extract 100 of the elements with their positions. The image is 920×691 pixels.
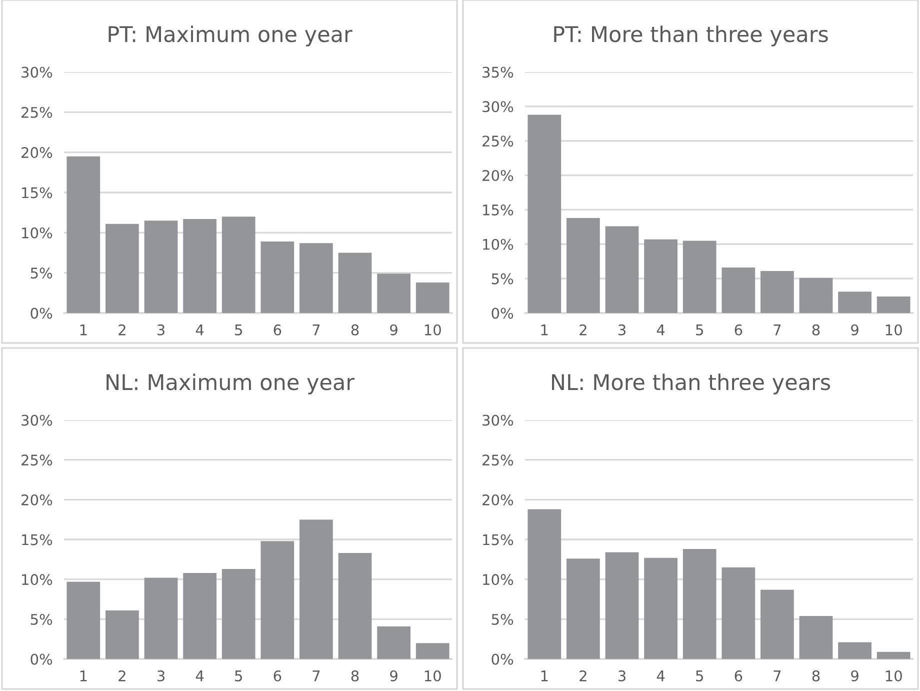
bar <box>682 240 716 313</box>
bar <box>338 553 372 659</box>
bar <box>722 567 756 659</box>
bar <box>300 243 333 313</box>
y-tick-label: 35% <box>482 66 514 78</box>
y-tick-label: 0% <box>30 654 52 665</box>
bar <box>682 549 716 659</box>
x-tick-label: 1 <box>80 324 87 336</box>
bar <box>760 270 794 313</box>
bar <box>416 282 450 313</box>
chart-title: PT: Maximum one year <box>108 26 352 46</box>
y-tick-label: 10% <box>22 574 52 586</box>
y-tick-label: 5% <box>492 273 514 284</box>
x-tick-label: 9 <box>390 670 398 682</box>
x-tick-label: 8 <box>812 324 820 336</box>
bar <box>838 642 872 659</box>
x-tick-label: 1 <box>541 670 548 682</box>
x-tick-label: 3 <box>618 670 626 682</box>
x-tick-label: 4 <box>656 670 665 682</box>
bar <box>144 578 178 659</box>
x-tick-label: 4 <box>196 670 204 682</box>
x-tick-label: 2 <box>580 324 586 336</box>
y-tick-label: 10% <box>483 574 514 586</box>
bar <box>377 626 410 659</box>
x-tick-label: 3 <box>618 324 626 336</box>
bar <box>260 242 294 313</box>
x-tick-label: 6 <box>274 670 282 682</box>
bar <box>528 509 562 659</box>
bar <box>644 239 678 313</box>
bar <box>222 216 256 313</box>
bar <box>338 252 372 313</box>
bar <box>260 541 294 659</box>
x-tick-label: 7 <box>312 324 320 336</box>
bar <box>799 278 833 313</box>
x-tick-label: 1 <box>80 670 87 682</box>
bar <box>876 652 910 659</box>
y-tick-label: 20% <box>22 147 52 158</box>
bar <box>799 616 833 659</box>
x-tick-label: 8 <box>351 670 359 682</box>
y-tick-label: 30% <box>482 414 514 426</box>
x-tick-label: 10 <box>886 670 902 682</box>
bar <box>377 274 410 313</box>
bar <box>605 552 639 659</box>
x-tick-label: 10 <box>424 670 441 682</box>
y-tick-label: 5% <box>30 268 52 279</box>
x-tick-label: 6 <box>734 324 742 336</box>
x-tick-label: 9 <box>851 670 858 682</box>
y-tick-label: 15% <box>22 187 52 198</box>
x-tick-label: 9 <box>390 324 398 336</box>
y-tick-label: 5% <box>30 614 52 625</box>
x-tick-label: 5 <box>696 670 703 682</box>
y-tick-label: 0% <box>30 308 52 319</box>
bar <box>183 572 216 659</box>
bar <box>66 582 100 659</box>
y-tick-label: 0% <box>492 308 514 319</box>
x-tick-label: 4 <box>196 324 204 336</box>
y-tick-label: 20% <box>22 494 52 506</box>
bar <box>144 220 178 313</box>
x-tick-label: 5 <box>235 324 242 336</box>
x-tick-label: 3 <box>157 670 164 682</box>
bar <box>222 568 256 659</box>
x-tick-label: 2 <box>118 670 126 682</box>
bar <box>566 558 600 659</box>
x-tick-label: 4 <box>656 324 665 336</box>
bar <box>644 558 678 659</box>
y-tick-label: 30% <box>482 101 514 112</box>
x-tick-label: 7 <box>774 670 781 682</box>
bar <box>605 226 639 313</box>
bar <box>838 292 872 313</box>
y-tick-label: 5% <box>492 614 514 625</box>
x-tick-label: 2 <box>580 670 586 682</box>
y-tick-label: 30% <box>22 414 52 426</box>
x-tick-label: 3 <box>157 324 164 336</box>
y-tick-label: 30% <box>22 66 52 78</box>
x-tick-label: 6 <box>734 670 742 682</box>
x-tick-label: 10 <box>886 324 902 336</box>
x-tick-label: 9 <box>851 324 858 336</box>
bar <box>876 296 910 313</box>
x-tick-label: 5 <box>235 670 242 682</box>
y-tick-label: 0% <box>492 654 514 665</box>
x-tick-label: 7 <box>774 324 781 336</box>
bar <box>416 643 450 659</box>
y-tick-label: 25% <box>482 454 514 466</box>
bar <box>300 520 333 659</box>
y-tick-label: 15% <box>483 204 514 216</box>
bar <box>106 610 139 659</box>
bar <box>183 219 216 313</box>
bar <box>722 268 756 313</box>
y-tick-label: 15% <box>483 534 514 546</box>
bar <box>760 590 794 659</box>
y-tick-label: 20% <box>482 170 514 182</box>
x-tick-label: 8 <box>351 324 359 336</box>
y-tick-label: 15% <box>22 534 52 546</box>
bar <box>528 114 562 313</box>
y-tick-label: 25% <box>482 136 514 147</box>
chart-title: PT: More than three years <box>554 26 828 46</box>
chart-title: NL: More than three years <box>552 374 830 394</box>
x-tick-label: 8 <box>812 670 820 682</box>
y-tick-label: 20% <box>482 494 514 506</box>
x-tick-label: 7 <box>312 670 320 682</box>
